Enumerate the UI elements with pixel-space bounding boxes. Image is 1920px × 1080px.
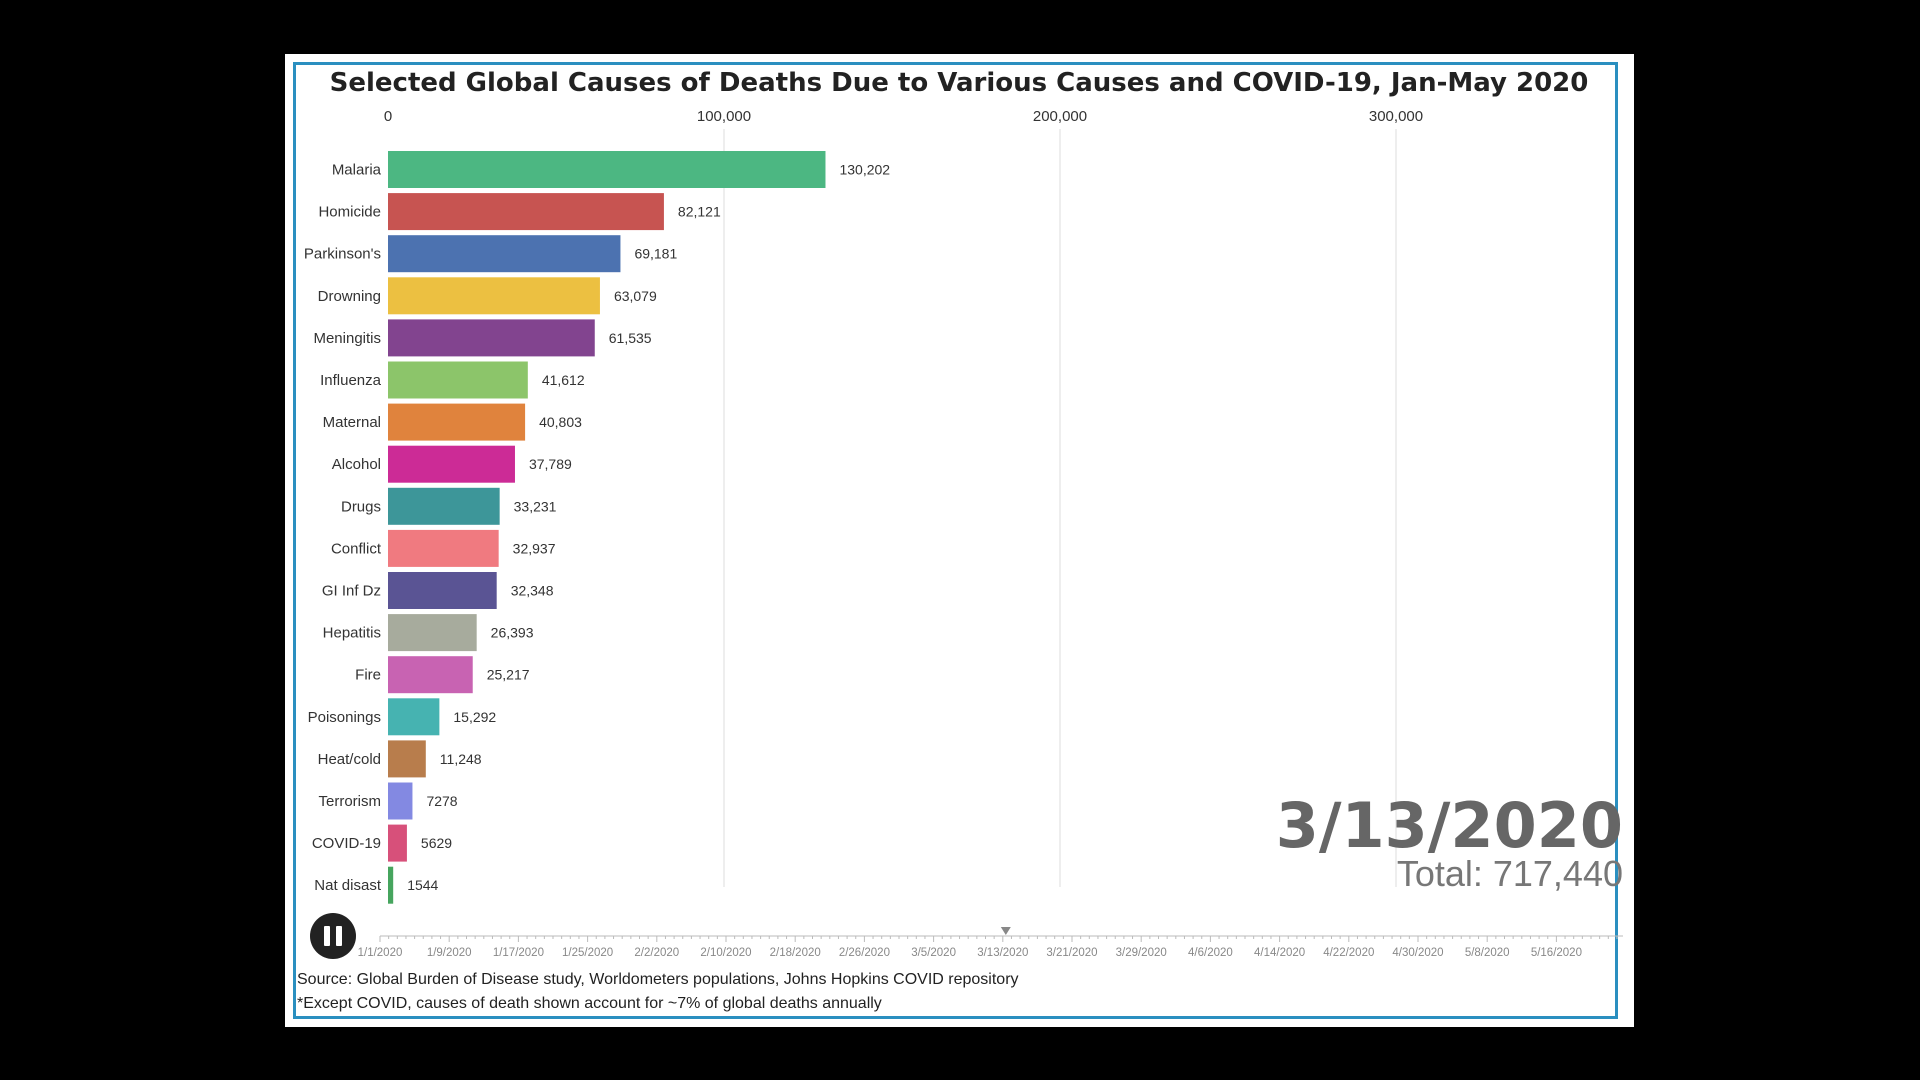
current-date-label: 3/13/2020 — [1276, 789, 1623, 862]
category-label: COVID-19 — [312, 835, 381, 852]
value-label: 25,217 — [487, 667, 530, 683]
category-label: Malaria — [332, 162, 382, 179]
timeline-date-label: 3/13/2020 — [977, 947, 1028, 959]
bar — [388, 487, 500, 525]
timeline-date-label: 2/18/2020 — [770, 947, 821, 959]
value-labels: 130,202 82,121 69,181 63,079 61,535 41,612 40,… — [407, 162, 890, 894]
bar — [388, 151, 826, 188]
value-label: 40,803 — [539, 414, 582, 430]
value-label: 1544 — [407, 877, 438, 893]
bar — [388, 614, 477, 652]
timeline-date-label: 3/5/2020 — [911, 947, 956, 959]
bar — [388, 235, 621, 273]
pause-icon-bar — [336, 926, 342, 946]
value-label: 130,202 — [839, 162, 890, 178]
value-label: 7278 — [426, 793, 457, 809]
category-label: Meningitis — [313, 330, 381, 347]
bar — [388, 403, 526, 441]
value-label: 15,292 — [453, 709, 496, 725]
value-label: 41,612 — [542, 372, 585, 388]
bar — [388, 866, 394, 904]
value-label: 37,789 — [529, 456, 572, 472]
category-label: Poisonings — [308, 709, 381, 726]
timeline-date-label: 4/30/2020 — [1392, 947, 1443, 959]
source-note: Source: Global Burden of Disease study, … — [297, 971, 1019, 988]
category-label: Terrorism — [319, 793, 382, 810]
category-label: Maternal — [323, 414, 381, 431]
bar — [388, 656, 473, 694]
x-axis-ticks: 0 100,000 200,000 300,000 — [384, 108, 1423, 125]
bar-chart: Selected Global Causes of Deaths Due to … — [304, 68, 1623, 959]
timeline-slider[interactable]: 1/1/2020 1/9/2020 1/17/2020 1/25/2020 2/2/20… — [358, 927, 1623, 959]
pause-icon — [324, 926, 330, 946]
timeline-date-label: 1/25/2020 — [562, 947, 613, 959]
bar — [388, 529, 499, 567]
bar — [388, 782, 413, 820]
bar — [388, 572, 497, 609]
bar — [388, 361, 528, 399]
timeline-date-label: 5/16/2020 — [1531, 947, 1582, 959]
value-label: 69,181 — [634, 246, 677, 262]
bar — [388, 698, 440, 736]
bar — [388, 277, 600, 315]
value-label: 61,535 — [609, 330, 652, 346]
bar — [388, 824, 407, 862]
timeline-date-label: 2/2/2020 — [634, 947, 679, 959]
timeline-date-label: 2/10/2020 — [700, 947, 751, 959]
footnote: *Except COVID, causes of death shown acc… — [297, 995, 882, 1012]
category-labels: Malaria Homicide Parkinson's Drowning Mening… — [304, 162, 382, 895]
value-label: 5629 — [421, 835, 452, 851]
timeline-date-label: 3/21/2020 — [1046, 947, 1097, 959]
timeline-date-label: 3/29/2020 — [1116, 947, 1167, 959]
category-label: Parkinson's — [304, 246, 381, 263]
category-label: Influenza — [320, 372, 382, 389]
x-tick-label: 100,000 — [697, 108, 751, 125]
timeline-marker[interactable] — [1000, 927, 1011, 935]
value-label: 26,393 — [491, 625, 534, 641]
chart-title: Selected Global Causes of Deaths Due to … — [330, 68, 1589, 98]
category-label: Drugs — [341, 498, 381, 515]
category-label: Alcohol — [332, 456, 381, 473]
value-label: 63,079 — [614, 288, 657, 304]
bar — [388, 445, 515, 483]
chart-border — [293, 62, 1618, 1019]
bar — [388, 319, 595, 357]
category-label: Fire — [355, 667, 381, 684]
value-label: 11,248 — [440, 751, 482, 767]
bar — [388, 193, 664, 231]
category-label: Hepatitis — [323, 625, 381, 642]
category-label: Drowning — [318, 288, 381, 305]
timeline-date-label: 5/8/2020 — [1465, 947, 1510, 959]
category-label: GI Inf Dz — [322, 583, 381, 600]
timeline-date-label: 4/22/2020 — [1323, 947, 1374, 959]
timeline-date-label: 1/17/2020 — [493, 947, 544, 959]
value-label: 82,121 — [678, 204, 721, 220]
category-label: Conflict — [331, 540, 382, 557]
total-deaths-label: Total: 717,440 — [1397, 853, 1623, 894]
bar — [388, 740, 426, 778]
value-label: 32,348 — [511, 583, 554, 599]
timeline-date-label: 2/26/2020 — [839, 947, 890, 959]
pause-button[interactable] — [310, 913, 356, 959]
gridlines — [723, 129, 1397, 887]
chart-frame: Selected Global Causes of Deaths Due to … — [285, 54, 1634, 1027]
bars — [388, 151, 826, 904]
timeline-date-label: 1/1/2020 — [358, 947, 403, 959]
value-label: 33,231 — [514, 498, 557, 514]
category-label: Homicide — [318, 204, 381, 221]
x-tick-label: 300,000 — [1369, 108, 1423, 125]
timeline-date-label: 4/14/2020 — [1254, 947, 1305, 959]
value-label: 32,937 — [513, 540, 556, 556]
x-tick-label: 200,000 — [1033, 108, 1087, 125]
timeline-date-label: 1/9/2020 — [427, 947, 472, 959]
category-label: Heat/cold — [318, 751, 381, 768]
timeline-date-label: 4/6/2020 — [1188, 947, 1233, 959]
category-label: Nat disast — [314, 877, 382, 894]
x-tick-label: 0 — [384, 108, 392, 125]
